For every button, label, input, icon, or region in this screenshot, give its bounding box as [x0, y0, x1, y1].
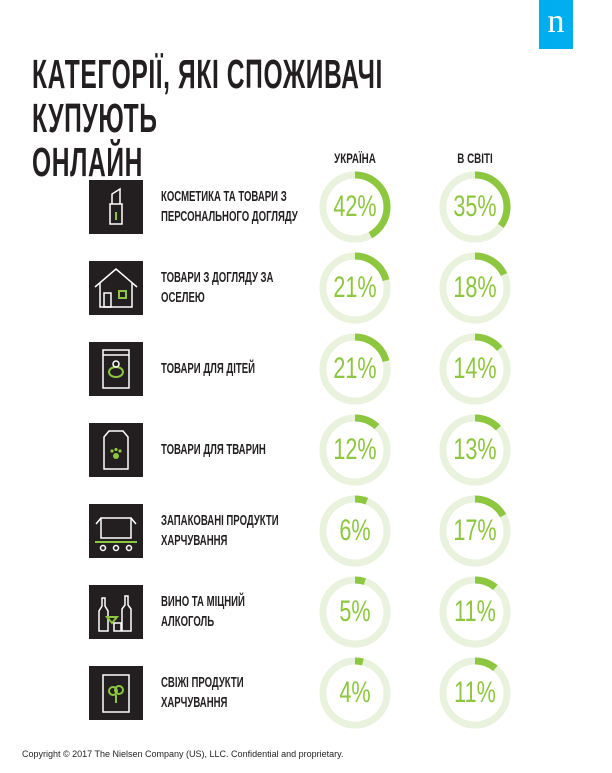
broccoli-bag-icon — [89, 666, 143, 720]
world-donut-svg — [439, 576, 511, 648]
category-label-line2: АЛКОГОЛЬ — [161, 614, 215, 630]
category-label: ТОВАРИ ДЛЯ ДІТЕЙ — [161, 359, 359, 379]
ukraine-donut-svg — [319, 657, 391, 729]
category-label: ТОВАРИ ДЛЯ ТВАРИН — [161, 440, 359, 460]
ukraine-donut-arc — [319, 576, 391, 648]
world-donut: 11% — [438, 575, 512, 649]
world-donut-svg — [439, 414, 511, 486]
world-donut-arc — [439, 171, 511, 243]
title-line-1: КАТЕГОРІЇ, ЯКІ СПОЖИВАЧІ КУПУЮТЬ — [32, 51, 383, 141]
category-row: КОСМЕТИКА ТА ТОВАРИ З ПЕРСОНАЛЬНОГО ДОГЛЯ… — [0, 171, 612, 287]
world-donut-value: 35% — [453, 190, 497, 223]
world-donut-arc — [439, 333, 511, 405]
world-donut-value: 14% — [453, 352, 497, 385]
ukraine-donut: 42% — [318, 170, 392, 244]
category-label-line1: ЗАПАКОВАНІ ПРОДУКТИ — [161, 513, 279, 529]
world-donut: 13% — [438, 413, 512, 487]
world-donut-value: 11% — [454, 595, 496, 628]
copyright: Copyright © 2017 The Nielsen Company (US… — [22, 749, 344, 759]
world-donut: 11% — [438, 656, 512, 730]
ukraine-donut: 21% — [318, 251, 392, 325]
column-header-ukraine: УКРАЇНА — [334, 150, 376, 166]
ukraine-donut-value: 21% — [333, 271, 377, 304]
ukraine-donut-arc — [319, 171, 391, 243]
ukraine-donut-svg — [319, 495, 391, 567]
ukraine-donut: 5% — [318, 575, 392, 649]
category-label-line1: СВІЖІ ПРОДУКТИ — [161, 675, 244, 691]
world-donut: 35% — [438, 170, 512, 244]
category-row: ВИНО ТА МІЦНИЙ АЛКОГОЛЬ 5% 11% — [0, 576, 612, 692]
category-row: ЗАПАКОВАНІ ПРОДУКТИ ХАРЧУВАННЯ 6% 17% — [0, 495, 612, 611]
page-title: КАТЕГОРІЇ, ЯКІ СПОЖИВАЧІ КУПУЮТЬ ОНЛАЙН — [32, 52, 512, 184]
ukraine-donut-arc — [319, 414, 391, 486]
ukraine-donut: 12% — [318, 413, 392, 487]
ukraine-donut-value: 12% — [333, 433, 377, 466]
ukraine-donut-svg — [319, 171, 391, 243]
category-label: ЗАПАКОВАНІ ПРОДУКТИ ХАРЧУВАННЯ — [161, 511, 359, 551]
category-row: СВІЖІ ПРОДУКТИ ХАРЧУВАННЯ 4% 11% — [0, 657, 612, 773]
category-label: КОСМЕТИКА ТА ТОВАРИ З ПЕРСОНАЛЬНОГО ДОГЛЯ… — [161, 187, 359, 227]
ukraine-donut-arc — [319, 333, 391, 405]
world-donut-arc — [439, 495, 511, 567]
world-donut-svg — [439, 252, 511, 324]
category-label-line2: ХАРЧУВАННЯ — [161, 533, 228, 549]
world-donut-arc — [439, 657, 511, 729]
world-donut-value: 13% — [453, 433, 497, 466]
title-line-2: ОНЛАЙН — [32, 139, 143, 185]
category-label-line1: КОСМЕТИКА ТА ТОВАРИ З — [161, 189, 287, 205]
category-label: ВИНО ТА МІЦНИЙ АЛКОГОЛЬ — [161, 592, 359, 632]
ukraine-donut-svg — [319, 252, 391, 324]
ukraine-donut-value: 42% — [333, 190, 377, 223]
world-donut-arc — [439, 414, 511, 486]
category-label-line2: ХАРЧУВАННЯ — [161, 695, 228, 711]
world-donut: 18% — [438, 251, 512, 325]
category-label-line1: ТОВАРИ З ДОГЛЯДУ ЗА — [161, 270, 274, 286]
ukraine-donut-svg — [319, 576, 391, 648]
world-donut: 17% — [438, 494, 512, 568]
ukraine-donut: 21% — [318, 332, 392, 406]
category-row: ТОВАРИ З ДОГЛЯДУ ЗА ОСЕЛЕЮ 21% 18% — [0, 252, 612, 368]
ukraine-donut-arc — [319, 252, 391, 324]
world-donut-svg — [439, 333, 511, 405]
ukraine-donut-svg — [319, 333, 391, 405]
world-donut-value: 18% — [453, 271, 497, 304]
box-conveyor-icon — [89, 504, 143, 558]
category-row: ТОВАРИ ДЛЯ ТВАРИН 12% 13% — [0, 414, 612, 530]
ukraine-donut: 4% — [318, 656, 392, 730]
world-donut-value: 11% — [454, 676, 496, 709]
world-donut-value: 17% — [453, 514, 497, 547]
ukraine-donut-svg — [319, 414, 391, 486]
baby-food-pouch-icon — [89, 342, 143, 396]
category-label-line2: ПЕРСОНАЛЬНОГО ДОГЛЯДУ — [161, 209, 298, 225]
category-row: ТОВАРИ ДЛЯ ДІТЕЙ 21% 14% — [0, 333, 612, 449]
lipstick-icon — [89, 180, 143, 234]
house-icon — [89, 261, 143, 315]
ukraine-donut-value: 4% — [339, 676, 371, 709]
ukraine-donut-value: 21% — [333, 352, 377, 385]
pet-food-bag-icon — [89, 423, 143, 477]
ukraine-donut: 6% — [318, 494, 392, 568]
world-donut-svg — [439, 495, 511, 567]
category-label: СВІЖІ ПРОДУКТИ ХАРЧУВАННЯ — [161, 673, 359, 713]
category-label-line1: ТОВАРИ ДЛЯ ДІТЕЙ — [161, 361, 255, 377]
category-label: ТОВАРИ З ДОГЛЯДУ ЗА ОСЕЛЕЮ — [161, 268, 359, 308]
category-label-line2: ОСЕЛЕЮ — [161, 290, 205, 306]
world-donut-svg — [439, 657, 511, 729]
ukraine-donut-value: 5% — [339, 595, 371, 628]
nielsen-logo: n — [539, 0, 573, 49]
ukraine-donut-arc — [319, 495, 391, 567]
ukraine-donut-arc — [319, 657, 391, 729]
ukraine-donut-value: 6% — [339, 514, 371, 547]
category-label-line1: ВИНО ТА МІЦНИЙ — [161, 594, 245, 610]
world-donut-svg — [439, 171, 511, 243]
wine-bottles-icon — [89, 585, 143, 639]
world-donut: 14% — [438, 332, 512, 406]
world-donut-arc — [439, 252, 511, 324]
column-header-world: В СВІТІ — [457, 150, 493, 166]
category-label-line1: ТОВАРИ ДЛЯ ТВАРИН — [161, 442, 266, 458]
world-donut-arc — [439, 576, 511, 648]
